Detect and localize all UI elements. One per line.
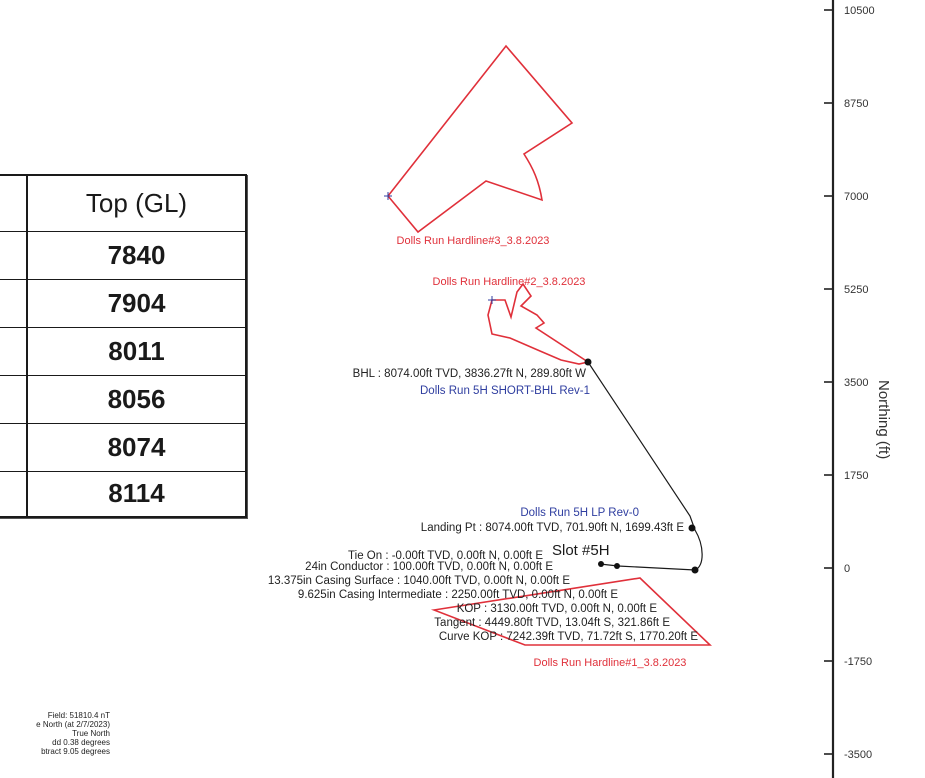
hardline-2-polygon [488, 284, 588, 364]
table-row: 8074 [0, 423, 245, 472]
table-cell: 7904 [28, 279, 245, 327]
tangent-point [614, 563, 620, 569]
curve-kop-annotation: Curve KOP : 7242.39ft TVD, 71.72ft S, 17… [439, 631, 698, 643]
surface-point [598, 561, 604, 567]
slot-label: Slot #5H [552, 542, 610, 559]
axis-tick-label: 10500 [844, 5, 875, 17]
axis-ticks: 10500 8750 7000 5250 3500 1750 0 -1750 -3500 [824, 5, 875, 761]
note-line: True North [0, 729, 110, 738]
bhl-point [585, 359, 592, 366]
hardline-1-label: Dolls Run Hardline#1_3.8.2023 [534, 657, 687, 669]
table-cell: 7840 [28, 231, 245, 279]
note-line: dd 0.38 degrees [0, 738, 110, 747]
landing-annotation: Landing Pt : 8074.00ft TVD, 701.90ft N, … [421, 522, 685, 534]
curve-kop-point [692, 567, 699, 574]
axis-tick-label: 3500 [844, 377, 868, 389]
hardline-2-marker [488, 296, 496, 304]
northing-axis-title: Northing (ft) [875, 380, 892, 440]
table-row: 8011 [0, 327, 245, 376]
table-row: 7840 [0, 231, 245, 280]
hardline-3-polygon [388, 46, 572, 232]
axis-tick-label: 5250 [844, 284, 868, 296]
intermediate-casing-annotation: 9.625in Casing Intermediate : 2250.00ft … [298, 589, 618, 601]
northing-axis: 10500 8750 7000 5250 3500 1750 0 -1750 -3500 [824, 0, 875, 778]
axis-tick-label: -1750 [844, 656, 872, 668]
table-header-top-gl: Top (GL) [28, 176, 245, 231]
note-line: e North (at 2/7/2023) [0, 720, 110, 729]
well-path [588, 362, 702, 570]
note-line: btract 9.05 degrees [0, 747, 110, 756]
lp-target-label: Dolls Run 5H LP Rev-0 [520, 507, 639, 519]
hardline-3-label: Dolls Run Hardline#3_3.8.2023 [397, 235, 550, 247]
table-cell: 8074 [28, 423, 245, 471]
tangent-annotation: Tangent : 4449.80ft TVD, 13.04ft S, 321.… [434, 617, 670, 629]
axis-tick-label: 8750 [844, 98, 868, 110]
table-cell: 8011 [28, 327, 245, 375]
table-row: 8114 [0, 471, 245, 516]
formation-tops-table: Top (GL) 7840 7904 8011 8056 8074 8114 [0, 174, 247, 518]
table-cell: 8056 [28, 375, 245, 423]
axis-tick-label: 0 [844, 563, 850, 575]
note-line: Field: 51810.4 nT [0, 711, 110, 720]
landing-point [689, 525, 696, 532]
table-cell: 8114 [28, 471, 245, 516]
bhl-annotation: BHL : 8074.00ft TVD, 3836.27ft N, 289.80… [353, 368, 586, 380]
table-row: 8056 [0, 375, 245, 424]
table-header-row: Top (GL) [0, 176, 245, 232]
axis-tick-label: 7000 [844, 191, 868, 203]
conductor-annotation: 24in Conductor : 100.00ft TVD, 0.00ft N,… [305, 561, 553, 573]
kop-annotation: KOP : 3130.00ft TVD, 0.00ft N, 0.00ft E [457, 603, 658, 615]
axis-tick-label: 1750 [844, 470, 868, 482]
magnetic-notes: Field: 51810.4 nT e North (at 2/7/2023) … [0, 711, 140, 756]
hardline-2-label: Dolls Run Hardline#2_3.8.2023 [433, 276, 586, 288]
table-row: 7904 [0, 279, 245, 328]
surface-casing-annotation: 13.375in Casing Surface : 1040.00ft TVD,… [268, 575, 570, 587]
bhl-target-label: Dolls Run 5H SHORT-BHL Rev-1 [420, 385, 590, 397]
axis-tick-label: -3500 [844, 749, 872, 761]
